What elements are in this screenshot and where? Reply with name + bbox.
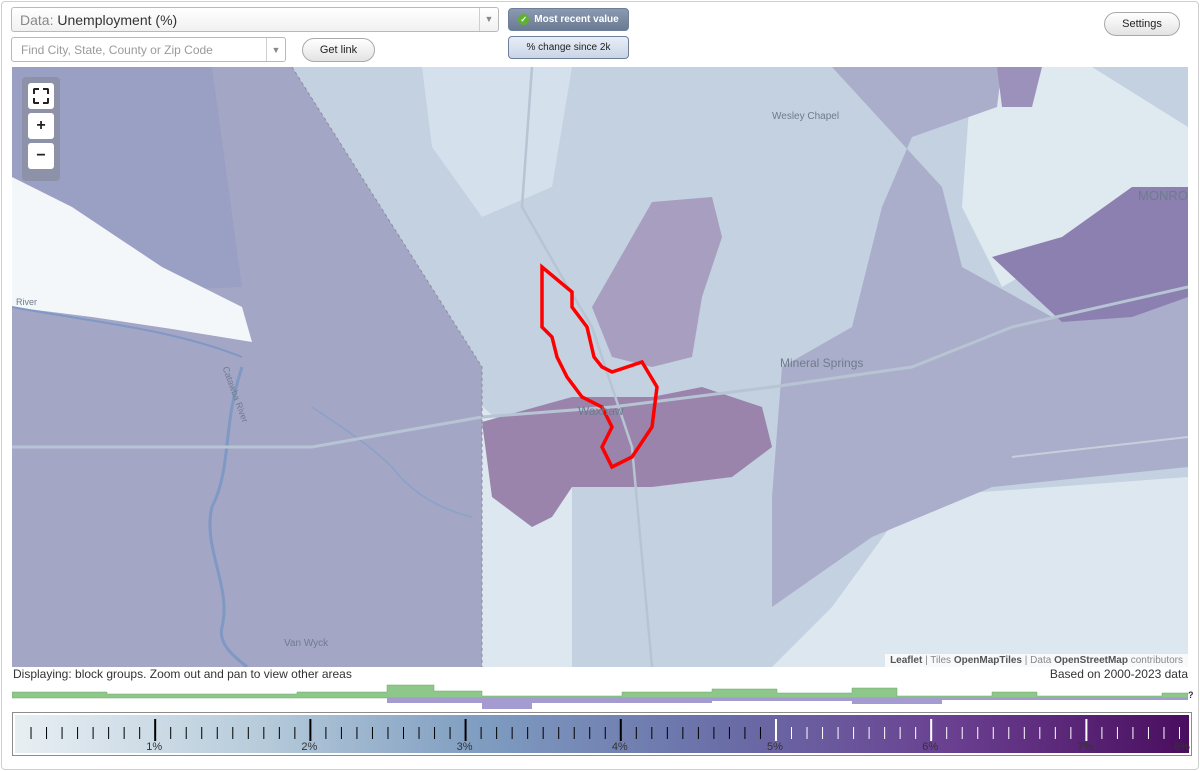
map-attribution: Leaflet | Tiles OpenMapTiles | Data Open… — [885, 654, 1188, 667]
display-level-status: Displaying: block groups. Zoom out and p… — [13, 667, 352, 681]
location-search[interactable]: ▼ — [11, 37, 286, 62]
settings-button[interactable]: Settings — [1104, 12, 1180, 36]
scale-label: 3% — [457, 741, 473, 753]
place-label-wesley-chapel: Wesley Chapel — [772, 111, 839, 122]
data-range-status: Based on 2000-2023 data — [1050, 667, 1188, 681]
leaflet-link[interactable]: Leaflet — [890, 655, 922, 666]
tiles-prefix: Tiles — [930, 655, 951, 666]
data-select-value: Unemployment (%) — [57, 12, 177, 28]
fullscreen-icon — [33, 88, 49, 104]
zoom-control: + − — [22, 77, 60, 181]
get-link-button[interactable]: Get link — [302, 38, 375, 62]
place-label-mineral-springs: Mineral Springs — [780, 356, 863, 370]
search-input[interactable] — [12, 38, 263, 62]
data-prefix: Data — [1030, 655, 1051, 666]
contributors-text: contributors — [1131, 655, 1183, 666]
check-icon: ✓ — [518, 14, 529, 25]
openstreetmap-link[interactable]: OpenStreetMap — [1054, 655, 1128, 666]
scale-label: 5% — [767, 741, 783, 753]
percent-change-label: % change since 2k — [527, 42, 611, 53]
data-select-prefix: Data: — [20, 12, 53, 28]
color-scale-legend — [12, 712, 1192, 756]
place-label-waxhaw: Waxhaw — [578, 404, 624, 418]
scale-label: 1% — [146, 741, 162, 753]
fullscreen-button[interactable] — [28, 83, 54, 109]
most-recent-value-toggle[interactable]: ✓ Most recent value — [508, 8, 629, 31]
percent-change-toggle[interactable]: % change since 2k — [508, 36, 629, 59]
river-label-short: River — [16, 297, 37, 307]
openmaptiles-link[interactable]: OpenMapTiles — [954, 655, 1022, 666]
most-recent-value-label: Most recent value — [534, 14, 618, 25]
map-canvas[interactable] — [12, 67, 1188, 667]
zoom-out-button[interactable]: − — [28, 143, 54, 169]
map-view[interactable]: Waxhaw Mineral Springs Wesley Chapel MON… — [12, 67, 1188, 667]
place-label-monroe: MONRO — [1138, 188, 1188, 203]
scale-label: 7% — [1077, 741, 1093, 753]
scale-label: 2% — [301, 741, 317, 753]
scale-label: 8% — [1174, 741, 1190, 753]
histogram-help-marker[interactable]: ? — [1188, 690, 1194, 700]
zoom-in-button[interactable]: + — [28, 113, 54, 139]
scale-ticks — [15, 715, 1189, 753]
data-select[interactable]: Data: Unemployment (%) ▼ — [11, 7, 499, 32]
chevron-down-icon[interactable]: ▼ — [266, 38, 285, 61]
scale-label: 6% — [922, 741, 938, 753]
place-label-van-wyck: Van Wyck — [284, 638, 328, 649]
distribution-histogram — [12, 682, 1188, 712]
scale-label: 4% — [612, 741, 628, 753]
chevron-down-icon[interactable]: ▼ — [479, 8, 498, 31]
